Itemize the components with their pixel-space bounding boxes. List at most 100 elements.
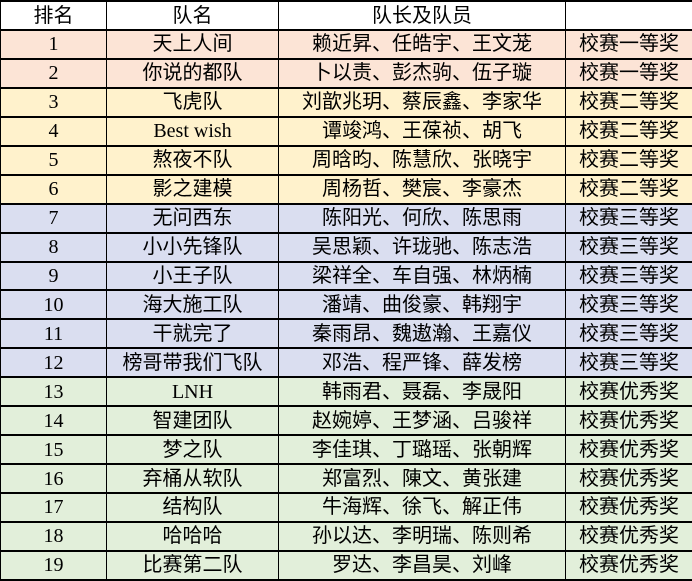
members-cell: 周晗昀、陈慧欣、张晓宇 bbox=[278, 144, 566, 176]
table-row: 5 熬夜不队 周晗昀、陈慧欣、张晓宇 校赛二等奖 bbox=[0, 144, 692, 176]
members-cell: 吴思颖、许珑驰、陈志浩 bbox=[278, 231, 566, 263]
table-row: 11 干就完了 秦雨昂、魏遨瀚、王嘉仪 校赛三等奖 bbox=[0, 318, 692, 350]
team-cell: 影之建模 bbox=[106, 173, 279, 205]
team-cell: 弃桶从软队 bbox=[106, 463, 279, 494]
team-cell: 结构队 bbox=[106, 492, 279, 523]
members-cell: 潘靖、曲俊豪、韩翔宇 bbox=[278, 289, 566, 321]
members-cell: 孙以达、李明瑞、陈则希 bbox=[278, 520, 566, 552]
rank-cell: 11 bbox=[0, 318, 107, 350]
rank-cell: 15 bbox=[0, 434, 107, 466]
award-cell: 校赛二等奖 bbox=[565, 115, 692, 147]
team-cell: 小王子队 bbox=[106, 260, 279, 292]
award-cell: 校赛优秀奖 bbox=[565, 520, 692, 552]
team-cell: 熬夜不队 bbox=[106, 144, 279, 176]
members-cell: 谭竣鸿、王葆祯、胡飞 bbox=[278, 115, 566, 147]
team-cell: 榜哥带我们飞队 bbox=[106, 347, 279, 379]
members-cell: 韩雨君、聂磊、李晟阳 bbox=[278, 376, 566, 408]
rank-cell: 2 bbox=[0, 57, 107, 89]
table-body: 1 天上人间 赖近昇、任皓宇、王文茏 校赛一等奖 2 你说的都队 卜以责、彭杰驹、伍子璇 校赛… bbox=[0, 29, 692, 581]
team-cell: 海大施工队 bbox=[106, 289, 279, 321]
team-cell: 梦之队 bbox=[106, 434, 279, 466]
rank-cell: 5 bbox=[0, 144, 107, 176]
team-cell: 哈哈哈 bbox=[106, 520, 279, 552]
rank-cell: 7 bbox=[0, 202, 107, 234]
award-cell: 校赛一等奖 bbox=[565, 29, 692, 60]
table-row: 1 天上人间 赖近昇、任皓宇、王文茏 校赛一等奖 bbox=[0, 29, 692, 60]
award-cell: 校赛一等奖 bbox=[565, 57, 692, 89]
table-row: 16 弃桶从软队 郑富烈、陳文、黄张建 校赛优秀奖 bbox=[0, 463, 692, 494]
rank-cell: 14 bbox=[0, 405, 107, 437]
table-row: 13 LNH 韩雨君、聂磊、李晟阳 校赛优秀奖 bbox=[0, 376, 692, 408]
members-cell: 郑富烈、陳文、黄张建 bbox=[278, 463, 566, 494]
members-cell: 刘歆兆玥、蔡辰鑫、李家华 bbox=[278, 86, 566, 118]
rank-cell: 16 bbox=[0, 463, 107, 494]
header-award bbox=[565, 0, 692, 31]
members-cell: 周杨哲、樊宸、李豪杰 bbox=[278, 173, 566, 205]
team-cell: 天上人间 bbox=[106, 29, 279, 60]
table-row: 9 小王子队 梁祥全、车自强、林炳楠 校赛三等奖 bbox=[0, 260, 692, 292]
table-row: 2 你说的都队 卜以责、彭杰驹、伍子璇 校赛一等奖 bbox=[0, 57, 692, 89]
table-row: 10 海大施工队 潘靖、曲俊豪、韩翔宇 校赛三等奖 bbox=[0, 289, 692, 321]
table-row: 17 结构队 牛海辉、徐飞、解正伟 校赛优秀奖 bbox=[0, 492, 692, 523]
header-members: 队长及队员 bbox=[278, 0, 566, 31]
award-cell: 校赛优秀奖 bbox=[565, 434, 692, 466]
award-cell: 校赛二等奖 bbox=[565, 86, 692, 118]
award-cell: 校赛三等奖 bbox=[565, 318, 692, 350]
rank-cell: 8 bbox=[0, 231, 107, 263]
award-cell: 校赛优秀奖 bbox=[565, 405, 692, 437]
table-row: 14 智建团队 赵婉婷、王梦涵、吕骏祥 校赛优秀奖 bbox=[0, 405, 692, 437]
rank-cell: 18 bbox=[0, 520, 107, 552]
team-cell: 智建团队 bbox=[106, 405, 279, 437]
members-cell: 卜以责、彭杰驹、伍子璇 bbox=[278, 57, 566, 89]
members-cell: 赖近昇、任皓宇、王文茏 bbox=[278, 29, 566, 60]
members-cell: 罗达、李昌昊、刘峰 bbox=[278, 549, 566, 581]
team-cell: Best wish bbox=[106, 115, 279, 147]
award-cell: 校赛三等奖 bbox=[565, 260, 692, 292]
table-header: 排名 队名 队长及队员 bbox=[0, 0, 692, 31]
table-row: 19 比赛第二队 罗达、李昌昊、刘峰 校赛优秀奖 bbox=[0, 549, 692, 581]
header-team: 队名 bbox=[106, 0, 279, 31]
rank-cell: 13 bbox=[0, 376, 107, 408]
members-cell: 邓浩、程严锋、薛发榜 bbox=[278, 347, 566, 379]
team-cell: 无问西东 bbox=[106, 202, 279, 234]
award-cell: 校赛优秀奖 bbox=[565, 492, 692, 523]
award-cell: 校赛三等奖 bbox=[565, 231, 692, 263]
rank-cell: 3 bbox=[0, 86, 107, 118]
table-row: 8 小小先锋队 吴思颖、许珑驰、陈志浩 校赛三等奖 bbox=[0, 231, 692, 263]
award-cell: 校赛二等奖 bbox=[565, 144, 692, 176]
table-row: 3 飞虎队 刘歆兆玥、蔡辰鑫、李家华 校赛二等奖 bbox=[0, 86, 692, 118]
table-row: 15 梦之队 李佳琪、丁璐瑶、张朝辉 校赛优秀奖 bbox=[0, 434, 692, 466]
award-cell: 校赛三等奖 bbox=[565, 289, 692, 321]
award-cell: 校赛优秀奖 bbox=[565, 463, 692, 494]
members-cell: 梁祥全、车自强、林炳楠 bbox=[278, 260, 566, 292]
rank-cell: 19 bbox=[0, 549, 107, 581]
team-cell: 飞虎队 bbox=[106, 86, 279, 118]
rank-cell: 12 bbox=[0, 347, 107, 379]
team-cell: 比赛第二队 bbox=[106, 549, 279, 581]
header-row: 排名 队名 队长及队员 bbox=[0, 0, 692, 31]
members-cell: 陈阳光、何欣、陈思雨 bbox=[278, 202, 566, 234]
team-cell: 你说的都队 bbox=[106, 57, 279, 89]
table-row: 18 哈哈哈 孙以达、李明瑞、陈则希 校赛优秀奖 bbox=[0, 520, 692, 552]
table-row: 6 影之建模 周杨哲、樊宸、李豪杰 校赛二等奖 bbox=[0, 173, 692, 205]
members-cell: 李佳琪、丁璐瑶、张朝辉 bbox=[278, 434, 566, 466]
award-cell: 校赛三等奖 bbox=[565, 202, 692, 234]
rank-cell: 6 bbox=[0, 173, 107, 205]
rank-cell: 9 bbox=[0, 260, 107, 292]
members-cell: 牛海辉、徐飞、解正伟 bbox=[278, 492, 566, 523]
award-cell: 校赛优秀奖 bbox=[565, 376, 692, 408]
header-rank: 排名 bbox=[0, 0, 107, 31]
rank-cell: 17 bbox=[0, 492, 107, 523]
team-cell: 小小先锋队 bbox=[106, 231, 279, 263]
table-row: 7 无问西东 陈阳光、何欣、陈思雨 校赛三等奖 bbox=[0, 202, 692, 234]
team-cell: 干就完了 bbox=[106, 318, 279, 350]
rank-cell: 10 bbox=[0, 289, 107, 321]
table-row: 12 榜哥带我们飞队 邓浩、程严锋、薛发榜 校赛三等奖 bbox=[0, 347, 692, 379]
award-cell: 校赛二等奖 bbox=[565, 173, 692, 205]
members-cell: 秦雨昂、魏遨瀚、王嘉仪 bbox=[278, 318, 566, 350]
team-cell: LNH bbox=[106, 376, 279, 408]
award-cell: 校赛三等奖 bbox=[565, 347, 692, 379]
rank-cell: 1 bbox=[0, 29, 107, 60]
award-cell: 校赛优秀奖 bbox=[565, 549, 692, 581]
